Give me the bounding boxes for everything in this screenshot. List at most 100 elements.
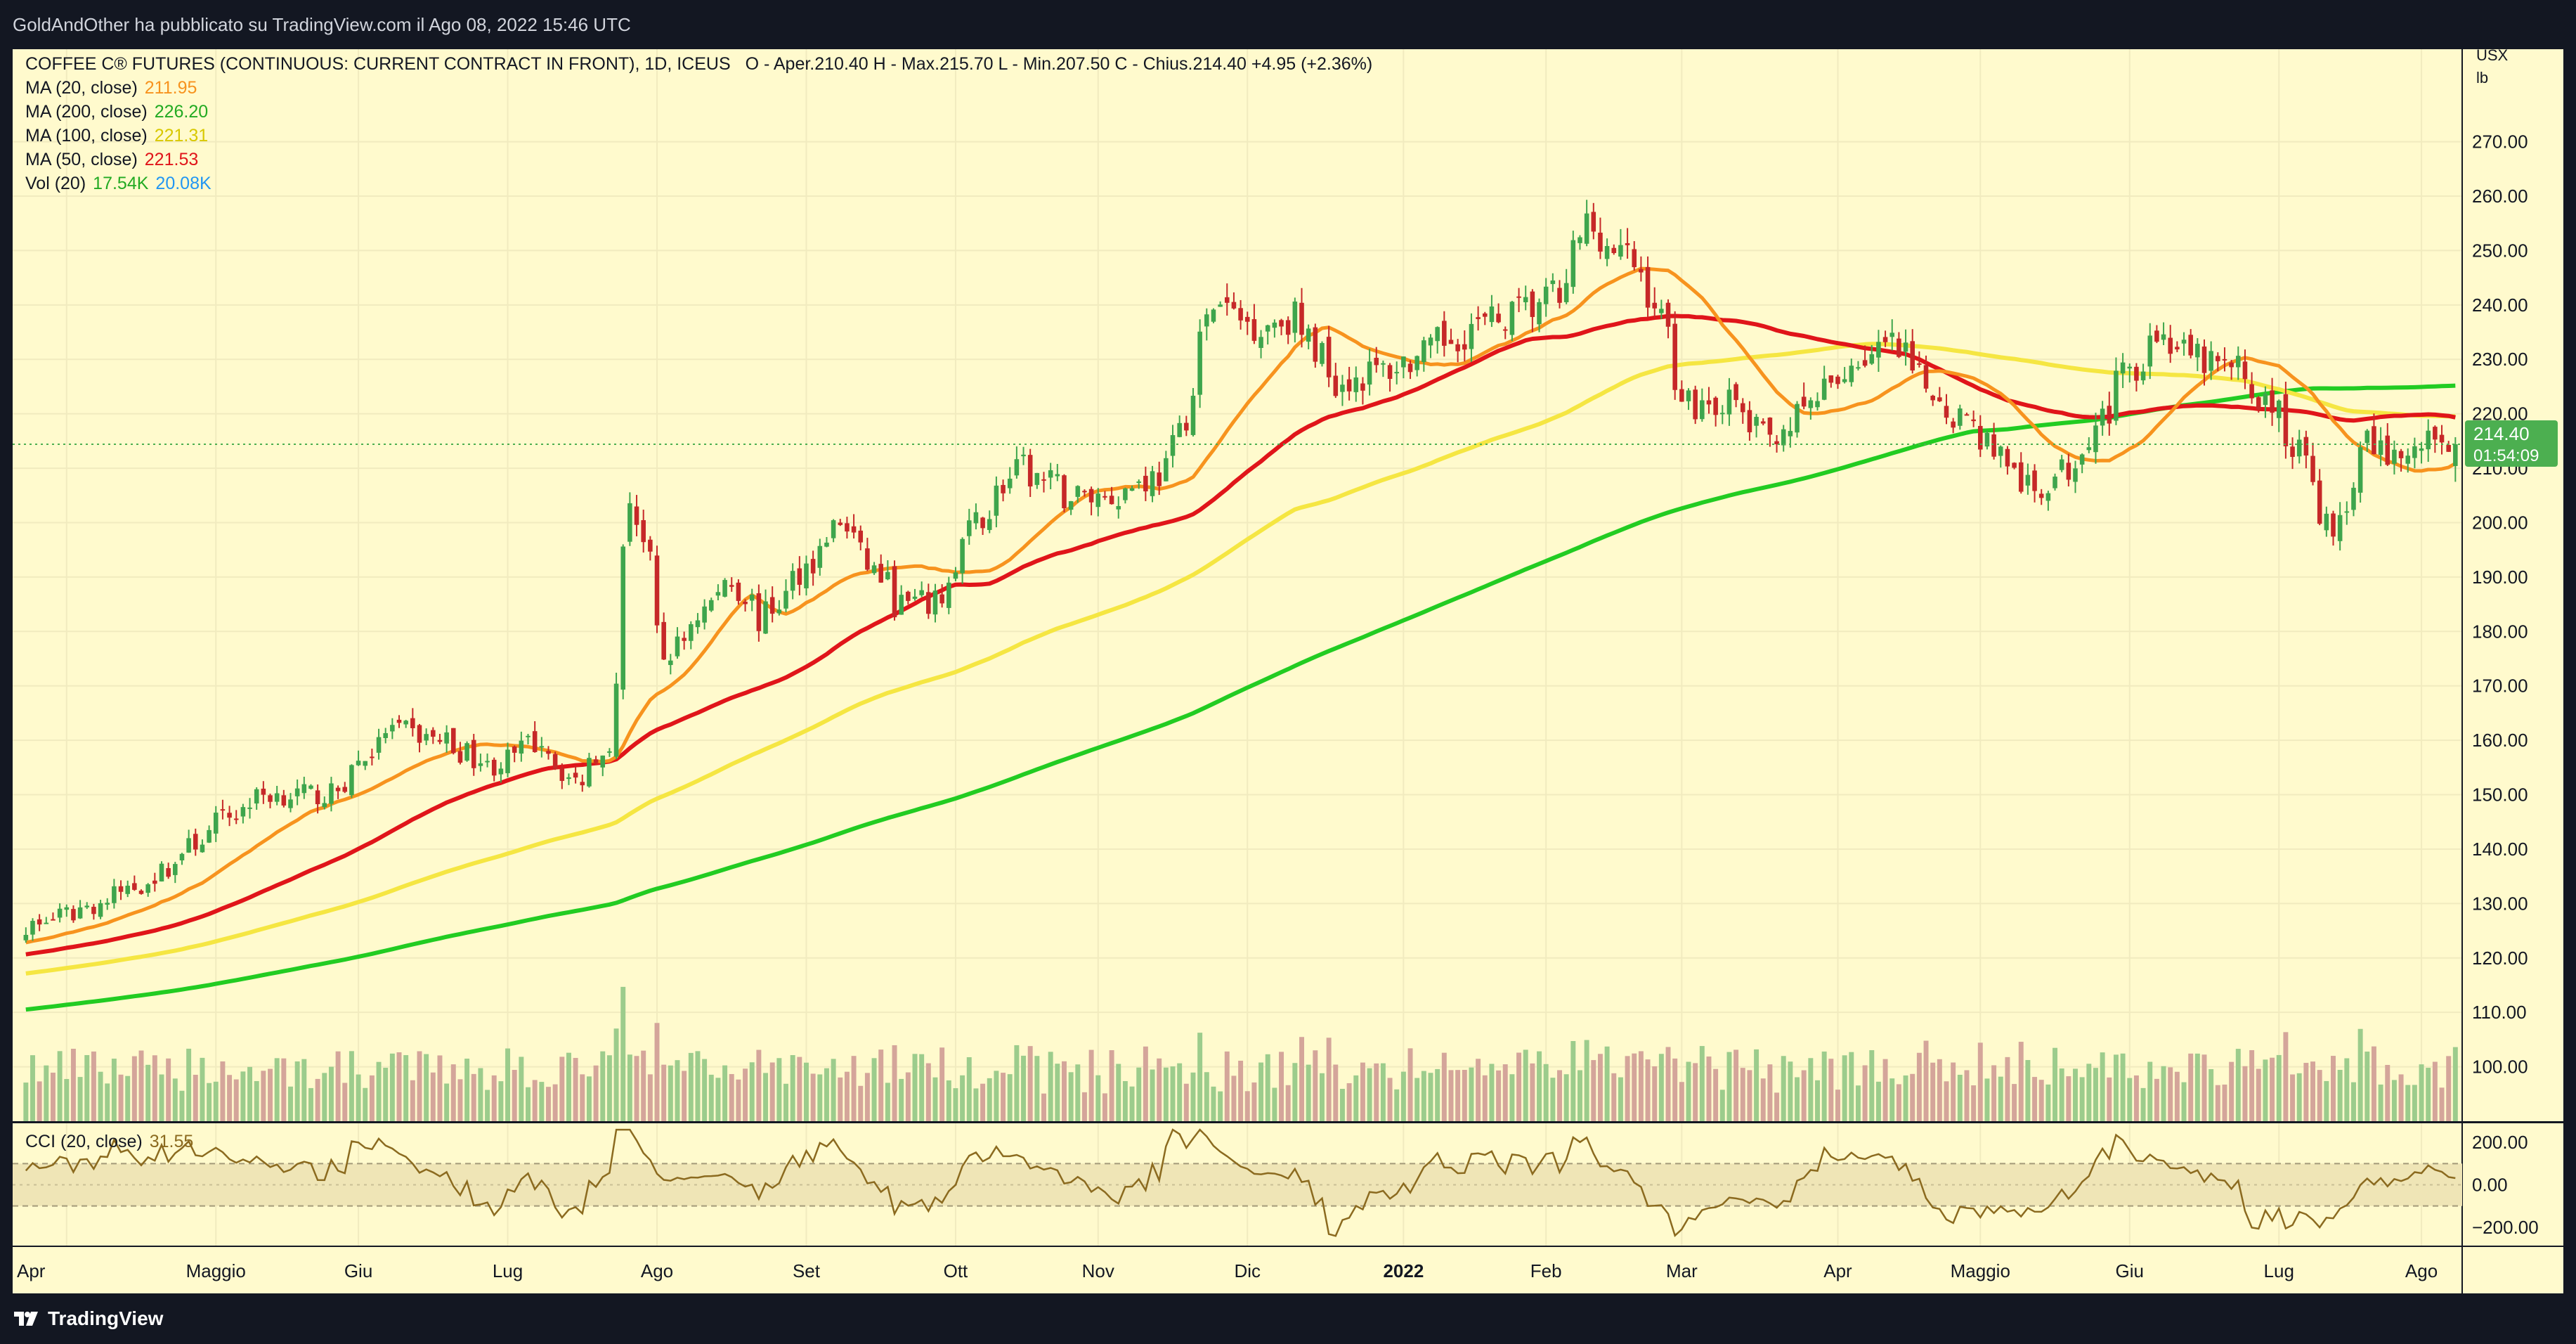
volume-bar xyxy=(268,1068,273,1121)
candle xyxy=(1645,256,1651,318)
candle-body xyxy=(1550,280,1556,285)
chart-canvas[interactable]: USX lb 100.00 110.00 120.00 130.00 140.00 150.0… xyxy=(13,49,2563,1293)
cci-line[interactable] xyxy=(25,1128,2456,1237)
candle xyxy=(478,754,483,772)
ma200-line[interactable] xyxy=(25,383,2456,1012)
legend-ma50[interactable]: MA (50, close) 221.53 xyxy=(25,148,1372,172)
candle xyxy=(2364,429,2370,452)
candle-body xyxy=(2079,454,2085,465)
volume-bar xyxy=(1157,1058,1162,1121)
candle xyxy=(1251,304,1257,344)
price-axis-panel[interactable] xyxy=(2462,49,2563,1293)
last-price-badge[interactable] xyxy=(2465,420,2558,467)
candle xyxy=(2283,382,2289,459)
volume-bar xyxy=(654,1023,660,1121)
candle xyxy=(30,918,35,941)
candle xyxy=(2236,346,2241,380)
volume-bar xyxy=(532,1080,538,1121)
volume-bar xyxy=(2350,1082,2356,1121)
candle-body xyxy=(1570,240,1576,287)
legend-ma20[interactable]: MA (20, close) 211.95 xyxy=(25,76,1372,100)
volume-bar xyxy=(1306,1064,1311,1121)
candle-body xyxy=(2216,356,2220,361)
candle-body xyxy=(1231,302,1237,309)
candle-body xyxy=(1767,418,1773,435)
candle xyxy=(526,733,531,744)
candle xyxy=(607,748,612,757)
volume-bar xyxy=(783,1083,788,1121)
volume-bar xyxy=(2093,1068,2098,1121)
candle-body xyxy=(1828,375,1834,383)
candle-body xyxy=(641,520,646,543)
legend-ma100[interactable]: MA (100, close) 221.31 xyxy=(25,124,1372,148)
candle xyxy=(1204,308,1209,341)
candle xyxy=(1998,445,2003,468)
candle-body xyxy=(1604,246,1610,259)
last-price-label: 214.40 xyxy=(2473,423,2530,444)
candle xyxy=(77,900,83,919)
candle-body xyxy=(478,763,483,766)
candle xyxy=(1496,303,1501,323)
symbol-title[interactable]: COFFEE C® FUTURES (CONTINUOUS: CURRENT C… xyxy=(25,54,731,74)
price-axis[interactable]: USX lb 100.00 110.00 120.00 130.00 140.00 150.0… xyxy=(2461,49,2558,1293)
volume-bar xyxy=(647,1074,653,1121)
candle xyxy=(2446,441,2451,452)
candle xyxy=(994,476,999,528)
candle-body xyxy=(2140,371,2146,381)
ma100-line[interactable] xyxy=(25,342,2456,976)
candle-body xyxy=(383,732,388,739)
candle xyxy=(648,536,653,561)
candle xyxy=(132,875,137,891)
volume-bar xyxy=(1197,1033,1203,1121)
volume-bar xyxy=(1740,1068,1745,1121)
ma20-line[interactable] xyxy=(25,266,2457,945)
candle xyxy=(491,757,497,782)
candle-body xyxy=(552,754,558,770)
candle-body xyxy=(695,620,701,628)
candle xyxy=(2181,332,2187,356)
candle-body xyxy=(1075,486,1081,497)
volume-bar xyxy=(1034,1056,1040,1121)
candle xyxy=(1516,287,1521,313)
volume-bar xyxy=(1747,1070,1752,1121)
candle xyxy=(1862,345,1868,368)
volume-bar xyxy=(1502,1064,1508,1121)
candle-body xyxy=(912,596,918,599)
time-axis[interactable]: Apr Maggio Giu Lug Ago Set Ott Nov Dic 2022 Feb Mar… xyxy=(17,1260,2438,1281)
candle xyxy=(2385,422,2390,466)
candle xyxy=(1285,316,1291,344)
ma50-line[interactable] xyxy=(25,314,2456,957)
candle xyxy=(960,537,965,584)
volume-bar xyxy=(2127,1078,2133,1121)
volume-bar xyxy=(953,1088,958,1121)
cci-legend[interactable]: CCI (20, close) 31.55 xyxy=(25,1132,193,1152)
volume-bar xyxy=(1367,1068,1372,1121)
candle-body xyxy=(1937,397,1942,401)
price-tick-label: 270.00 xyxy=(2472,131,2528,153)
candle-body xyxy=(1971,419,1976,422)
volume-bar xyxy=(1122,1081,1128,1121)
candle xyxy=(1340,375,1345,406)
volume-bar xyxy=(1828,1059,1834,1121)
legend-volume[interactable]: Vol (20) 17.54K 20.08K xyxy=(25,172,1372,195)
candle xyxy=(1828,375,1834,388)
volume-bar xyxy=(973,1088,979,1121)
candle xyxy=(1557,280,1562,309)
candle xyxy=(186,829,191,853)
volume-bar xyxy=(1693,1063,1698,1121)
candle xyxy=(1197,319,1202,408)
candle xyxy=(1570,231,1576,294)
volume-bar xyxy=(478,1068,483,1121)
time-tick-label: Nov xyxy=(1082,1260,1114,1281)
volume-bar xyxy=(1163,1067,1169,1121)
candle-body xyxy=(926,592,931,614)
candle-body xyxy=(1353,377,1359,392)
chart-frame[interactable]: USX lb 100.00 110.00 120.00 130.00 140.00 150.0… xyxy=(13,49,2563,1293)
volume-bar xyxy=(593,1065,599,1121)
volume-bar xyxy=(1095,1075,1101,1121)
tradingview-logo[interactable]: TradingView xyxy=(14,1307,163,1330)
legend-ma200[interactable]: MA (200, close) 226.20 xyxy=(25,100,1372,124)
volume-bar xyxy=(960,1075,965,1121)
candle xyxy=(1313,323,1318,368)
volume-bar xyxy=(186,1048,192,1121)
